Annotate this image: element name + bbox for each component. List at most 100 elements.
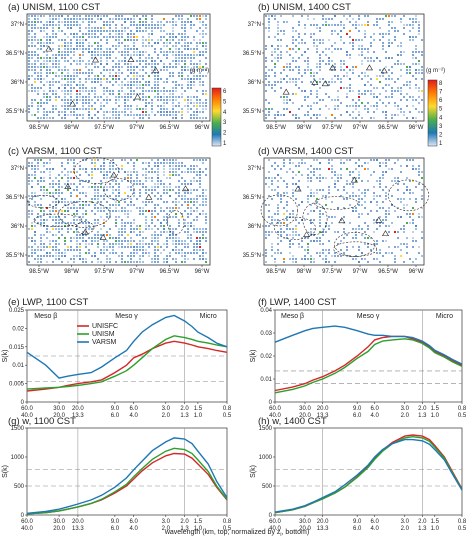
lwp-cell [70,18,72,20]
lwp-cell [205,189,207,191]
lwp-cell [178,240,180,242]
lwp-cell [190,96,192,98]
lwp-cell [394,162,396,164]
lwp-cell [106,201,108,203]
lwp-cell [160,252,162,254]
lwp-cell [127,27,129,29]
lwp-cell [310,108,312,110]
lwp-cell [55,63,57,65]
lwp-cell [55,177,57,179]
lwp-cell [79,168,81,170]
lwp-cell [286,96,288,98]
lwp-cell [202,204,204,206]
lwp-cell [178,60,180,62]
lwp-cell [109,171,111,173]
lwp-cell [322,51,324,53]
lwp-cell [355,162,357,164]
lwp-cell [157,27,159,29]
lwp-cell [130,48,132,50]
lwp-cell [28,213,30,215]
lwp-cell [175,186,177,188]
lwp-cell [49,171,51,173]
lwp-cell [178,243,180,245]
lwp-cell [109,75,111,77]
y-tick-label: 500 [262,484,273,490]
lwp-cell [88,93,90,95]
lwp-cell [94,168,96,170]
lwp-cell [328,249,330,251]
lwp-cell [43,78,45,80]
lwp-cell [70,84,72,86]
lwp-cell [178,111,180,113]
lwp-cell [28,210,30,212]
lwp-cell [67,24,69,26]
lwp-cell [151,258,153,260]
lwp-cell [151,72,153,74]
lwp-cell [70,201,72,203]
lwp-cell [337,207,339,209]
lwp-cell [49,162,51,164]
lwp-cell [55,18,57,20]
lwp-cell [85,258,87,260]
lwp-cell [121,228,123,230]
lwp-cell [103,87,105,89]
lwp-cell [181,177,183,179]
lwp-cell [418,111,420,113]
lwp-cell [286,228,288,230]
lwp-cell [379,162,381,164]
lwp-cell [286,102,288,104]
lwp-cell [325,105,327,107]
lwp-cell [70,42,72,44]
lwp-cell [358,39,360,41]
lwp-cell [187,66,189,68]
lwp-cell [73,69,75,71]
lwp-cell [70,87,72,89]
lwp-cell [199,243,201,245]
lwp-cell [178,237,180,239]
contour-line [167,210,185,235]
lwp-cell [142,246,144,248]
lwp-cell [325,231,327,233]
lwp-cell [376,108,378,110]
x-tick-label-top: 9.0 [353,519,362,525]
lwp-cell [328,108,330,110]
lwp-cell [97,117,99,119]
lwp-cell [160,198,162,200]
lwp-cell [409,24,411,26]
lwp-cell [130,87,132,89]
station-triangle-icon [365,64,373,71]
lwp-cell [154,165,156,167]
lwp-cell [145,15,147,17]
lwp-cell [160,162,162,164]
lwp-cell [274,18,276,20]
lwp-cell [355,39,357,41]
lwp-cell [274,57,276,59]
lwp-cell [199,246,201,248]
lwp-cell [124,213,126,215]
lwp-cell [52,240,54,242]
lwp-cell [103,99,105,101]
lwp-cell [343,162,345,164]
lwp-cell [175,24,177,26]
lwp-cell [76,48,78,50]
lwp-cell [292,231,294,233]
lwp-cell [49,96,51,98]
lwp-cell [313,174,315,176]
lwp-cell [88,102,90,104]
lwp-cell [103,75,105,77]
lwp-cell [70,249,72,251]
lwp-cell [94,198,96,200]
lwp-cell [55,96,57,98]
x-tick-label-bottom: 20.0 [299,413,311,419]
lwp-cell [202,159,204,161]
lwp-cell [166,255,168,257]
lwp-cell [274,114,276,116]
lwp-cell [187,102,189,104]
lwp-cell [160,36,162,38]
lwp-cell [283,192,285,194]
lwp-cell [364,201,366,203]
lwp-cell [40,27,42,29]
lwp-cell [76,246,78,248]
lwp-cell [52,180,54,182]
lwp-cell [373,39,375,41]
